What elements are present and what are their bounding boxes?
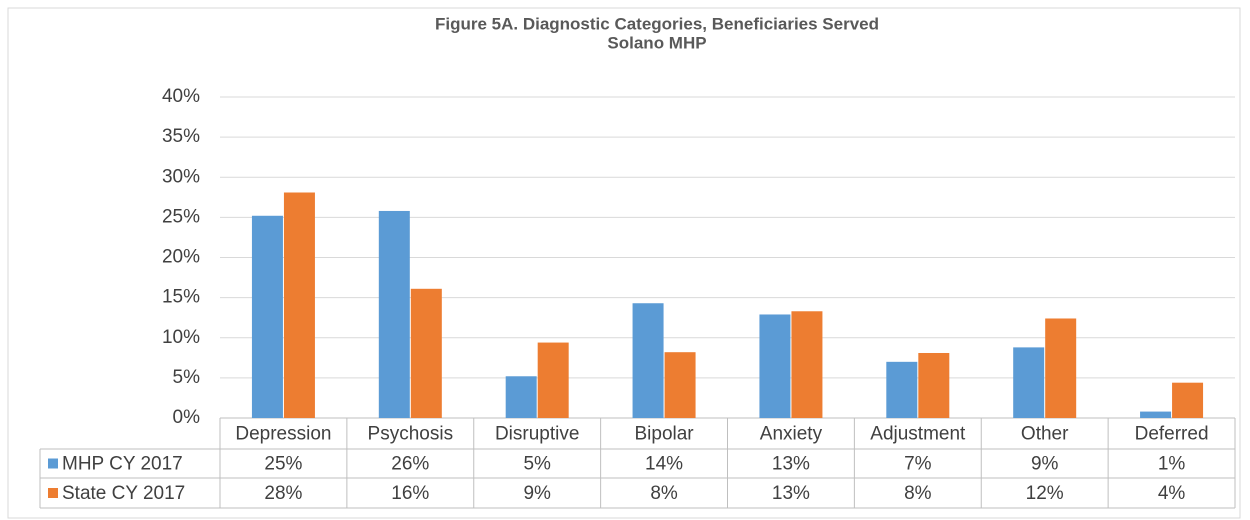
bar: [505, 376, 537, 418]
x-tick-label: Adjustment: [870, 424, 966, 445]
table-value: 13%: [772, 454, 810, 475]
table-value: 5%: [523, 454, 551, 475]
y-tick-label: 5%: [173, 367, 201, 388]
table-value: 13%: [772, 483, 810, 504]
legend-swatch: [48, 488, 58, 498]
y-tick-label: 0%: [173, 407, 201, 428]
y-tick-label: 30%: [162, 166, 200, 187]
table-value: 28%: [264, 483, 302, 504]
x-tick-label: Deferred: [1135, 424, 1209, 445]
bar: [1013, 347, 1045, 418]
table-value: 7%: [904, 454, 932, 475]
x-tick-label: Disruptive: [495, 424, 579, 445]
table-value: 26%: [391, 454, 429, 475]
chart-border: [7, 7, 1241, 519]
bar: [283, 192, 315, 418]
y-tick-label: 20%: [162, 247, 200, 268]
table-value: 12%: [1026, 483, 1064, 504]
legend-swatch: [48, 458, 58, 469]
bar: [759, 314, 791, 418]
table-value: 25%: [264, 454, 302, 475]
bar: [886, 361, 918, 418]
y-tick-label: 35%: [162, 126, 200, 147]
x-tick-label: Bipolar: [634, 424, 694, 445]
legend-label: State CY 2017: [62, 483, 185, 504]
bar: [537, 342, 569, 418]
bar: [251, 215, 283, 418]
table-value: 9%: [523, 483, 551, 504]
table-value: 9%: [1031, 454, 1059, 475]
chart-title: Figure 5A. Diagnostic Categories, Benefi…: [435, 14, 879, 33]
bar: [632, 303, 664, 418]
x-tick-label: Anxiety: [760, 424, 823, 445]
bar: [1140, 411, 1172, 418]
bar: [791, 311, 823, 418]
legend-label: MHP CY 2017: [62, 454, 183, 475]
x-tick-label: Depression: [235, 424, 331, 445]
table-value: 8%: [904, 483, 932, 504]
bar: [410, 288, 442, 418]
y-tick-label: 15%: [162, 287, 200, 308]
table-value: 4%: [1158, 483, 1186, 504]
bar: [1172, 382, 1204, 418]
bar: [664, 352, 696, 418]
bar: [918, 352, 950, 418]
bar: [1045, 318, 1077, 418]
table-value: 8%: [650, 483, 678, 504]
x-tick-label: Psychosis: [368, 424, 454, 445]
table-value: 14%: [645, 454, 683, 475]
table-value: 1%: [1158, 454, 1186, 475]
table-value: 16%: [391, 483, 429, 504]
y-tick-label: 40%: [162, 86, 200, 107]
chart-subtitle: Solano MHP: [607, 33, 706, 52]
x-tick-label: Other: [1021, 424, 1069, 445]
bar: [378, 210, 410, 418]
y-tick-label: 10%: [162, 327, 200, 348]
y-tick-label: 25%: [162, 206, 200, 227]
